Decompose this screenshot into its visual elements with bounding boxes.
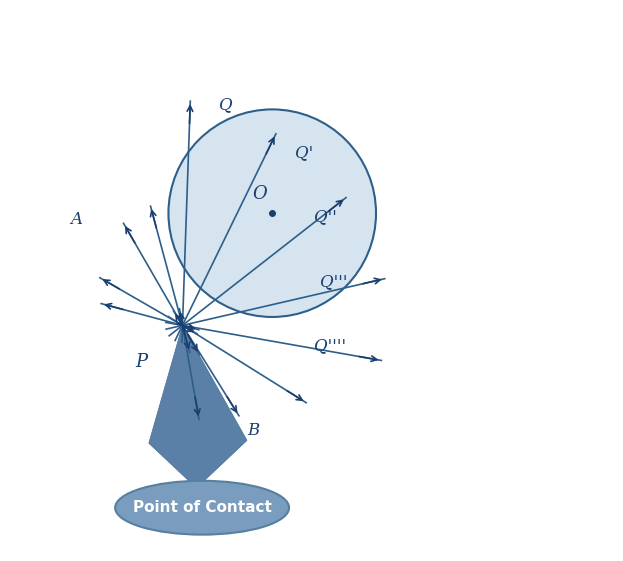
Text: O: O [252, 185, 267, 203]
Text: Q'''': Q'''' [315, 338, 346, 355]
Text: Q''': Q''' [320, 273, 348, 290]
Ellipse shape [115, 481, 289, 535]
Text: Q: Q [219, 96, 232, 113]
Text: A: A [70, 211, 82, 228]
Text: Q'': Q'' [315, 209, 337, 226]
Text: B: B [247, 422, 259, 439]
Text: Point of Contact: Point of Contact [133, 500, 272, 515]
Text: P: P [135, 353, 147, 371]
Text: Q': Q' [295, 144, 313, 161]
Circle shape [168, 109, 376, 317]
Polygon shape [149, 325, 247, 488]
